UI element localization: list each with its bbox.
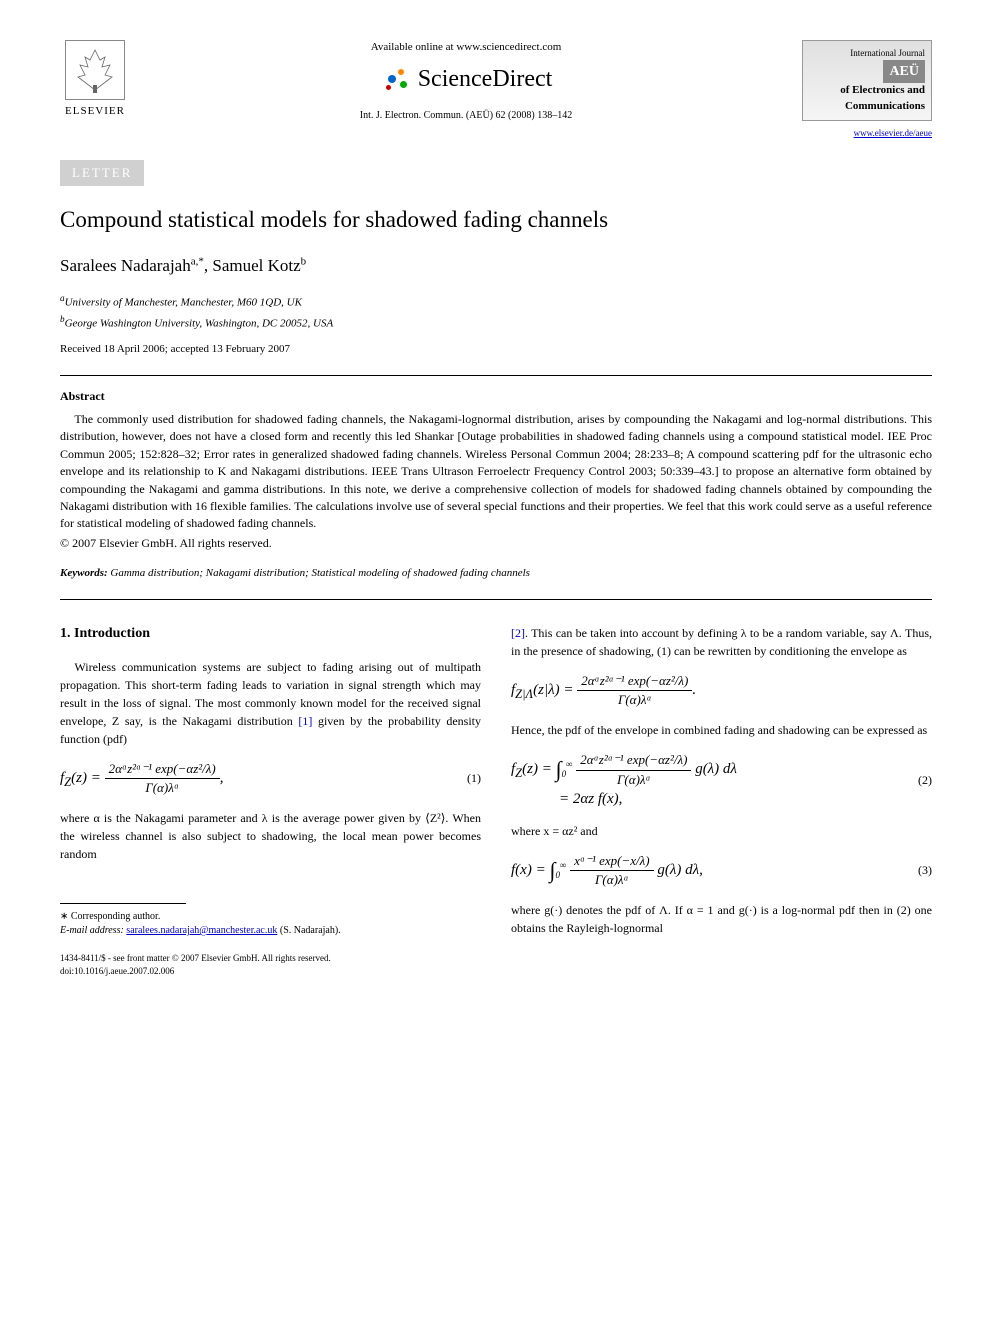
section-1-heading: 1. Introduction (60, 624, 481, 644)
col2-para-1: [2]. This can be taken into account by d… (511, 624, 932, 660)
footnote-email-tail: (S. Nadarajah). (277, 925, 340, 936)
keywords-text: Gamma distribution; Nakagami distributio… (108, 567, 530, 579)
column-right: [2]. This can be taken into account by d… (511, 624, 932, 977)
rule-below-keywords (60, 599, 932, 600)
authors: Saralees Nadarajaha,*, Samuel Kotzb (60, 254, 932, 278)
eq3-limup: ∞ (560, 860, 566, 870)
equation-3-number: (3) (918, 862, 932, 879)
affiliation-a: aUniversity of Manchester, Manchester, M… (60, 292, 932, 311)
copyright-line: © 2007 Elsevier GmbH. All rights reserve… (60, 535, 932, 552)
author-1: Saralees Nadarajah (60, 256, 191, 275)
article-dates: Received 18 April 2006; accepted 13 Febr… (60, 342, 932, 357)
abstract-text: The commonly used distribution for shado… (60, 411, 932, 533)
equation-2-number: (2) (918, 772, 932, 789)
equation-2: fZ(z) = ∫0∞ 2αᵅz²ᵅ⁻¹ exp(−αz²/λ)Γ(α)λᵅ g… (511, 751, 932, 809)
journal-prefix: International Journal (850, 48, 925, 58)
journal-url-link[interactable]: www.elsevier.de/aeue (802, 127, 932, 140)
equation-1: fZ(z) = 2αᵅz²ᵅ⁻¹ exp(−αz²/λ)Γ(α)λᵅ, (1) (60, 760, 481, 797)
eq3-num: xᵅ⁻¹ exp(−x/λ) (570, 852, 653, 871)
journal-box: International Journal AEÜ of Electronics… (802, 40, 932, 140)
footnote-email-label: E-mail address: (60, 925, 124, 936)
eq1-num: 2αᵅz²ᵅ⁻¹ exp(−αz²/λ) (105, 760, 220, 779)
eq1-tail: , (220, 770, 224, 786)
article-title: Compound statistical models for shadowed… (60, 204, 932, 236)
affil-a-text: University of Manchester, Manchester, M6… (65, 296, 302, 308)
two-column-body: 1. Introduction Wireless communication s… (60, 624, 932, 977)
footnote-email-line: E-mail address: saralees.nadarajah@manch… (60, 924, 481, 938)
available-online-text: Available online at www.sciencedirect.co… (130, 40, 802, 55)
affiliation-b: bGeorge Washington University, Washingto… (60, 313, 932, 332)
footnote-corresponding: ∗ Corresponding author. E-mail address: … (60, 910, 481, 938)
eq2b-tail: g(λ) dλ (691, 761, 736, 777)
col2-para-1-text: . This can be taken into account by defi… (511, 626, 932, 658)
eq2b-num: 2αᵅz²ᵅ⁻¹ exp(−αz²/λ) (576, 751, 691, 770)
journal-banner: International Journal AEÜ of Electronics… (802, 40, 932, 121)
elsevier-name: ELSEVIER (65, 104, 125, 119)
elsevier-tree-icon (65, 40, 125, 100)
eq2b-arg: (z) = (522, 761, 555, 777)
page-header: ELSEVIER Available online at www.science… (60, 40, 932, 140)
eq2b-limup: ∞ (566, 759, 572, 769)
col2-where: where x = αz² and (511, 822, 932, 840)
journal-title-line2: Communications (809, 99, 925, 114)
sciencedirect-icon (380, 65, 410, 95)
intro-para-1: Wireless communication systems are subje… (60, 658, 481, 748)
letter-badge: LETTER (60, 160, 144, 186)
equation-3-expr: f(x) = ∫0∞ xᵅ⁻¹ exp(−x/λ)Γ(α)λᵅ g(λ) dλ, (511, 852, 703, 889)
footer-meta: 1434-8411/$ - see front matter © 2007 El… (60, 952, 481, 977)
citation-line: Int. J. Electron. Commun. (AEÜ) 62 (2008… (130, 109, 802, 123)
col2-para-2: Hence, the pdf of the envelope in combin… (511, 721, 932, 739)
affiliations: aUniversity of Manchester, Manchester, M… (60, 292, 932, 332)
eq2a-tail: . (692, 682, 696, 698)
sciencedirect-logo: ScienceDirect (130, 63, 802, 97)
eq2b-den: Γ(α)λᵅ (576, 771, 691, 789)
equation-cond-expr: fZ|Λ(z|λ) = 2αᵅz²ᵅ⁻¹ exp(−αz²/λ)Γ(α)λᵅ. (511, 672, 696, 709)
keywords: Keywords: Gamma distribution; Nakagami d… (60, 566, 932, 581)
footnote-rule (60, 903, 186, 904)
author-2: Samuel Kotz (212, 256, 300, 275)
journal-aeu-badge: AEÜ (883, 60, 925, 84)
journal-title-line1: of Electronics and (809, 83, 925, 98)
eq2a-den: Γ(α)λᵅ (577, 691, 692, 709)
equation-conditional: fZ|Λ(z|λ) = 2αᵅz²ᵅ⁻¹ exp(−αz²/λ)Γ(α)λᵅ. (511, 672, 932, 709)
footnote-star-line: ∗ Corresponding author. (60, 910, 481, 924)
sciencedirect-label: ScienceDirect (418, 63, 553, 97)
eq2b-line2: = 2αz f(x), (559, 791, 622, 807)
col2-para-3: where g(·) denotes the pdf of Λ. If α = … (511, 901, 932, 937)
rule-above-abstract (60, 375, 932, 376)
equation-3: f(x) = ∫0∞ xᵅ⁻¹ exp(−x/λ)Γ(α)λᵅ g(λ) dλ,… (511, 852, 932, 889)
eq3-limlow: 0 (555, 870, 560, 880)
footer-front-matter: 1434-8411/$ - see front matter © 2007 El… (60, 952, 481, 965)
equation-1-number: (1) (467, 770, 481, 787)
eq2a-num: 2αᵅz²ᵅ⁻¹ exp(−αz²/λ) (577, 672, 692, 691)
abstract-heading: Abstract (60, 388, 932, 405)
author-2-affil-sup: b (301, 255, 307, 267)
ref-link-1[interactable]: [1] (298, 714, 312, 728)
ref-link-2[interactable]: [2] (511, 626, 525, 640)
affil-b-text: George Washington University, Washington… (65, 317, 334, 329)
eq3-den: Γ(α)λᵅ (570, 871, 653, 889)
footer-doi: doi:10.1016/j.aeue.2007.02.006 (60, 965, 481, 978)
eq2a-sub: Z|Λ (515, 687, 533, 701)
column-left: 1. Introduction Wireless communication s… (60, 624, 481, 977)
eq3-lhs: f(x) = (511, 862, 549, 878)
elsevier-logo: ELSEVIER (60, 40, 130, 120)
eq2a-arg: (z|λ) = (533, 682, 577, 698)
center-header: Available online at www.sciencedirect.co… (130, 40, 802, 123)
eq2b-limlow: 0 (562, 769, 567, 779)
eq3-tail: g(λ) dλ, (654, 862, 703, 878)
intro-para-2: where α is the Nakagami parameter and λ … (60, 809, 481, 863)
equation-1-expr: fZ(z) = 2αᵅz²ᵅ⁻¹ exp(−αz²/λ)Γ(α)λᵅ, (60, 760, 223, 797)
eq1-arg: (z) = (71, 770, 104, 786)
equation-2-expr: fZ(z) = ∫0∞ 2αᵅz²ᵅ⁻¹ exp(−αz²/λ)Γ(α)λᵅ g… (511, 751, 737, 809)
footnote-email-link[interactable]: saralees.nadarajah@manchester.ac.uk (126, 925, 277, 936)
eq1-den: Γ(α)λᵅ (105, 779, 220, 797)
keywords-label: Keywords: (60, 567, 108, 579)
